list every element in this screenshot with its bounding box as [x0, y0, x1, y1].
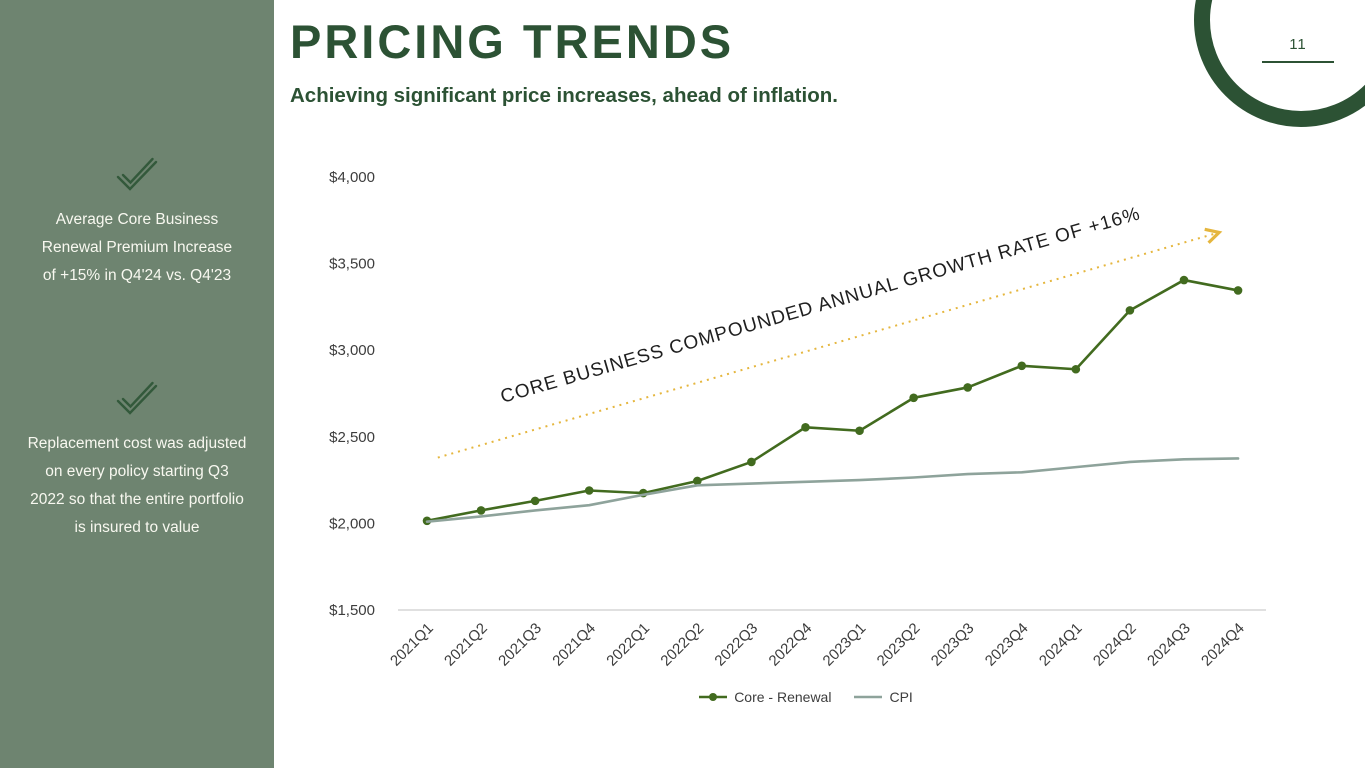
- data-point: [476, 506, 486, 515]
- sidebar-note: Average Core Business Renewal Premium In…: [0, 156, 274, 290]
- y-tick-label: $1,500: [329, 602, 375, 619]
- x-tick-label: 2021Q2: [441, 620, 491, 670]
- legend-item: Core - Renewal: [698, 689, 831, 705]
- y-tick-label: $3,500: [329, 256, 375, 273]
- x-tick-label: 2022Q2: [657, 620, 707, 670]
- data-point: [693, 476, 702, 486]
- legend-label: CPI: [889, 689, 913, 705]
- data-point: [1179, 275, 1189, 285]
- series-line-core---renewal: [425, 278, 1240, 523]
- data-point: [801, 422, 810, 432]
- x-tick-label: 2021Q4: [549, 620, 599, 670]
- series-line-cpi: [425, 457, 1240, 523]
- legend-item: CPI: [853, 689, 913, 705]
- y-tick-label: $3,000: [329, 342, 375, 359]
- legend-swatch-icon: [699, 693, 728, 701]
- data-point: [855, 426, 864, 436]
- data-point: [1125, 306, 1135, 315]
- x-tick-label: 2024Q1: [1036, 620, 1086, 670]
- data-point: [1071, 364, 1081, 374]
- x-tick-label: 2023Q1: [820, 620, 870, 670]
- x-tick-label: 2024Q2: [1090, 620, 1140, 670]
- data-point: [530, 496, 540, 506]
- data-point: [1017, 361, 1027, 371]
- decorative-ring-icon: [1194, 0, 1365, 127]
- checkmark-icon: [116, 157, 158, 191]
- x-tick-label: 2022Q1: [603, 620, 653, 670]
- page-subtitle: Achieving significant price increases, a…: [290, 84, 838, 107]
- pricing-trends-chart: $1,500 $2,000 $2,500 $3,000 $3,500 $4,000 2021…: [329, 169, 1266, 670]
- x-tick-label: 2023Q4: [982, 620, 1032, 670]
- page-number: 11: [1289, 36, 1307, 53]
- y-tick-label: $2,500: [329, 429, 375, 446]
- data-point: [1233, 286, 1243, 295]
- cagr-arrow: [437, 227, 1223, 459]
- x-tick-label: 2024Q3: [1144, 620, 1194, 670]
- x-tick-label: 2022Q4: [766, 620, 816, 670]
- x-tick-label: 2021Q1: [387, 620, 437, 670]
- sidebar-note: Replacement cost was adjusted on every p…: [0, 380, 274, 542]
- x-tick-label: 2023Q3: [928, 620, 978, 670]
- legend-label: Core - Renewal: [734, 689, 832, 705]
- x-tick-label: 2023Q2: [874, 620, 924, 670]
- data-point: [909, 393, 918, 403]
- cagr-annotation: CORE BUSINESS COMPOUNDED ANNUAL GROWTH R…: [498, 203, 1143, 408]
- y-tick-label: $2,000: [329, 515, 375, 532]
- data-point: [963, 383, 972, 392]
- checkmark-icon: [116, 381, 158, 415]
- page-number-underline: [1262, 61, 1334, 63]
- data-point: [584, 486, 594, 495]
- x-tick-label: 2021Q3: [495, 620, 545, 670]
- sidebar-note-text: Average Core Business Renewal Premium In…: [41, 211, 233, 284]
- chart-legend: Core - Renewal CPI: [260, 689, 1351, 705]
- sidebar-note-text: Replacement cost was adjusted on every p…: [27, 435, 247, 536]
- data-point: [747, 457, 756, 467]
- x-tick-label: 2024Q4: [1198, 620, 1248, 670]
- x-tick-label: 2022Q3: [711, 620, 761, 670]
- legend-swatch-icon: [854, 695, 883, 699]
- page-title: PRICING TRENDS: [290, 15, 735, 68]
- y-tick-label: $4,000: [329, 169, 375, 186]
- sidebar: Average Core Business Renewal Premium In…: [0, 0, 274, 768]
